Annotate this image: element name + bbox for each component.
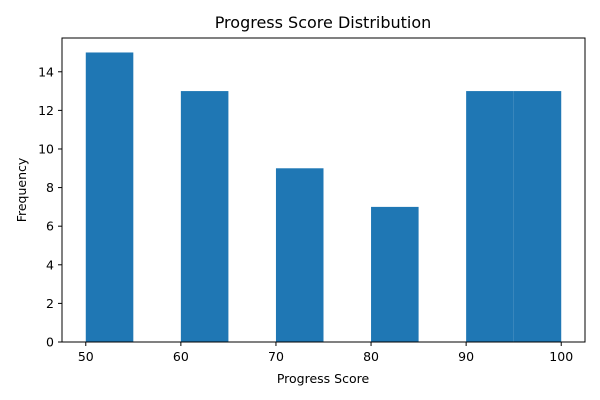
histogram-bar: [85, 52, 134, 342]
histogram-bar: [466, 91, 514, 342]
plot-frame: [61, 37, 586, 343]
x-axis-label: Progress Score: [277, 371, 370, 386]
y-tick-label: 10: [38, 141, 54, 156]
x-tick-label: 60: [173, 349, 189, 364]
histogram-bar: [275, 168, 324, 342]
y-tick-label: 2: [46, 296, 54, 311]
histogram-bar: [513, 91, 562, 342]
y-tick-label: 8: [46, 180, 54, 195]
y-axis-label: Frequency: [14, 157, 29, 222]
y-tick-label: 4: [46, 257, 54, 272]
histogram-bar: [371, 206, 419, 342]
chart-title: Progress Score Distribution: [215, 13, 432, 32]
y-tick-label: 0: [46, 335, 54, 350]
x-axis-ticks: 50 60 70 80 90 100: [78, 342, 573, 364]
x-tick-label: 80: [363, 349, 379, 364]
y-tick-label: 6: [46, 219, 54, 234]
x-tick-label: 90: [458, 349, 474, 364]
y-tick-label: 14: [38, 64, 54, 79]
y-axis-ticks: 0 2 4 6 8 10 12 14: [38, 64, 62, 350]
y-tick-label: 12: [38, 103, 54, 118]
x-tick-label: 70: [268, 349, 284, 364]
x-tick-label: 50: [78, 349, 94, 364]
x-tick-label: 100: [549, 349, 573, 364]
histogram-bar: [180, 91, 229, 342]
bars-group: [85, 52, 562, 342]
